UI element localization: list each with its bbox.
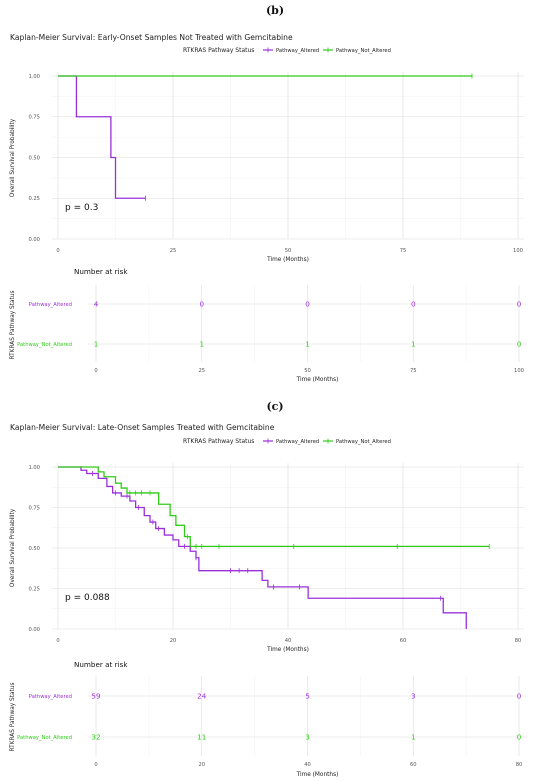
p-value: p = 0.3 xyxy=(65,203,98,213)
series-altered xyxy=(58,75,146,201)
risk-count: 1 xyxy=(411,733,416,742)
risk-count: 1 xyxy=(305,340,310,349)
risk-row-label: Pathway_Altered xyxy=(29,302,72,308)
chart-title: Kaplan-Meier Survival: Early-Onset Sampl… xyxy=(10,33,293,42)
panel-1: (c) Kaplan-Meier Survival: Late-Onset Sam… xyxy=(10,400,527,778)
risk-x-tick-label: 50 xyxy=(304,368,311,374)
risk-count: 0 xyxy=(411,300,416,309)
legend-item: Pathway_Altered xyxy=(276,439,319,445)
risk-count: 59 xyxy=(91,692,101,701)
x-tick-label: 25 xyxy=(170,248,177,254)
y-tick-label: 0.00 xyxy=(28,627,40,633)
risk-count: 0 xyxy=(199,300,204,309)
risk-count: 3 xyxy=(411,692,416,701)
risk-table-title: Number at risk xyxy=(74,660,128,669)
x-tick-label: 20 xyxy=(170,638,177,644)
x-tick-label: 0 xyxy=(56,248,59,254)
risk-x-axis-title: Time (Months) xyxy=(296,772,339,778)
risk-count: 1 xyxy=(199,340,204,349)
y-tick-label: 0.25 xyxy=(28,196,40,202)
x-axis-title: Time (Months) xyxy=(266,257,309,263)
gridlines xyxy=(52,463,524,630)
risk-x-tick-label: 100 xyxy=(514,368,524,374)
panel-label: (c) xyxy=(266,400,283,413)
x-tick-label: 50 xyxy=(285,248,292,254)
y-tick-label: 0.50 xyxy=(28,155,40,161)
y-tick-label: 0.75 xyxy=(28,115,40,121)
x-tick-label: 60 xyxy=(400,638,407,644)
panel-label: (b) xyxy=(266,4,284,17)
y-tick-label: 1.00 xyxy=(28,74,40,80)
legend-item: Pathway_Not_Altered xyxy=(336,439,391,445)
risk-count: 1 xyxy=(94,340,99,349)
y-axis-title: Overall Survival Probability xyxy=(10,508,16,587)
x-tick-label: 40 xyxy=(285,638,292,644)
survival-curve xyxy=(58,75,146,199)
risk-row-label: Pathway_Not_Altered xyxy=(17,735,72,741)
series-altered xyxy=(58,466,467,629)
x-tick-label: 0 xyxy=(56,638,59,644)
x-tick-label: 100 xyxy=(513,248,523,254)
risk-y-axis-title: RTKRAS Pathway Status xyxy=(10,682,16,751)
survival-curve xyxy=(58,466,490,548)
risk-count: 4 xyxy=(94,300,99,309)
risk-table-title: Number at risk xyxy=(74,267,128,276)
chart-title: Kaplan-Meier Survival: Late-Onset Sample… xyxy=(10,423,275,432)
risk-count: 24 xyxy=(197,692,207,701)
risk-count: 0 xyxy=(517,733,522,742)
risk-x-tick-label: 60 xyxy=(410,762,417,768)
risk-x-tick-label: 75 xyxy=(410,368,417,374)
x-tick-label: 75 xyxy=(400,248,407,254)
series-not-altered xyxy=(58,466,490,549)
risk-x-tick-label: 20 xyxy=(198,762,205,768)
risk-count: 3 xyxy=(305,733,310,742)
risk-x-tick-label: 0 xyxy=(94,368,97,374)
legend: RTKRAS Pathway Status Pathway_Altered Path… xyxy=(183,438,391,445)
risk-count: 0 xyxy=(305,300,310,309)
panel-0: (b) Kaplan-Meier Survival: Early-Onset Sa… xyxy=(10,4,527,383)
legend: RTKRAS Pathway Status Pathway_Altered Path… xyxy=(183,47,391,54)
x-axis-title: Time (Months) xyxy=(266,647,309,653)
risk-x-tick-label: 25 xyxy=(198,368,205,374)
risk-x-axis-title: Time (Months) xyxy=(296,377,339,383)
survival-curve xyxy=(58,466,467,629)
risk-count: 1 xyxy=(411,340,416,349)
risk-count: 0 xyxy=(517,692,522,701)
series-not-altered xyxy=(58,73,473,79)
risk-count: 5 xyxy=(305,692,310,701)
x-tick-label: 80 xyxy=(515,638,522,644)
legend-title: RTKRAS Pathway Status xyxy=(183,47,254,54)
risk-x-tick-label: 80 xyxy=(516,762,523,768)
risk-x-tick-label: 0 xyxy=(94,762,97,768)
gridlines xyxy=(52,72,524,240)
legend-title: RTKRAS Pathway Status xyxy=(183,438,254,445)
p-value: p = 0.088 xyxy=(65,593,110,603)
risk-count: 0 xyxy=(517,340,522,349)
y-tick-label: 1.00 xyxy=(28,465,40,471)
y-tick-label: 0.25 xyxy=(28,586,40,592)
risk-count: 32 xyxy=(91,733,100,742)
risk-table: Number at risk Pathway_Altered 59 24 5 3 0 Path… xyxy=(10,660,527,778)
risk-row-label: Pathway_Altered xyxy=(29,694,72,700)
risk-count: 11 xyxy=(197,733,206,742)
risk-x-tick-label: 40 xyxy=(304,762,311,768)
y-axis-title: Overall Survival Probability xyxy=(10,118,16,197)
risk-y-axis-title: RTKRAS Pathway Status xyxy=(10,290,16,359)
y-tick-label: 0.75 xyxy=(28,505,40,511)
y-tick-label: 0.00 xyxy=(28,237,40,243)
risk-table: Number at risk Pathway_Altered 4 0 0 0 0 Pathwa… xyxy=(10,267,527,383)
y-tick-label: 0.50 xyxy=(28,546,40,552)
risk-row-label: Pathway_Not_Altered xyxy=(17,342,72,348)
risk-count: 0 xyxy=(517,300,522,309)
legend-item: Pathway_Altered xyxy=(276,48,319,54)
legend-item: Pathway_Not_Altered xyxy=(336,48,391,54)
